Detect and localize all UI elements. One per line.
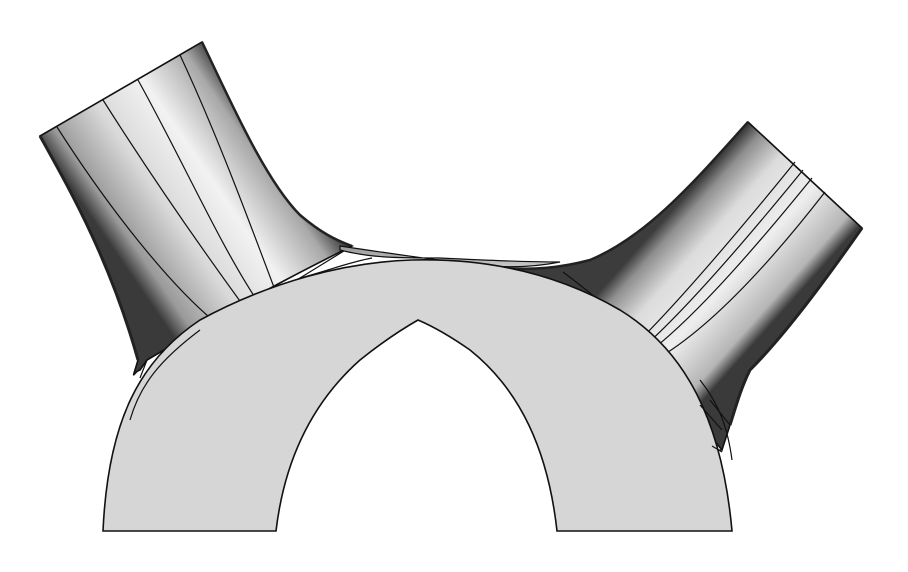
arch-fillet-edges bbox=[129, 329, 733, 461]
left-branch-tube bbox=[38, 40, 373, 376]
saddle-blend bbox=[339, 245, 561, 268]
arch-body bbox=[102, 259, 733, 532]
right-branch-tube bbox=[499, 120, 864, 452]
